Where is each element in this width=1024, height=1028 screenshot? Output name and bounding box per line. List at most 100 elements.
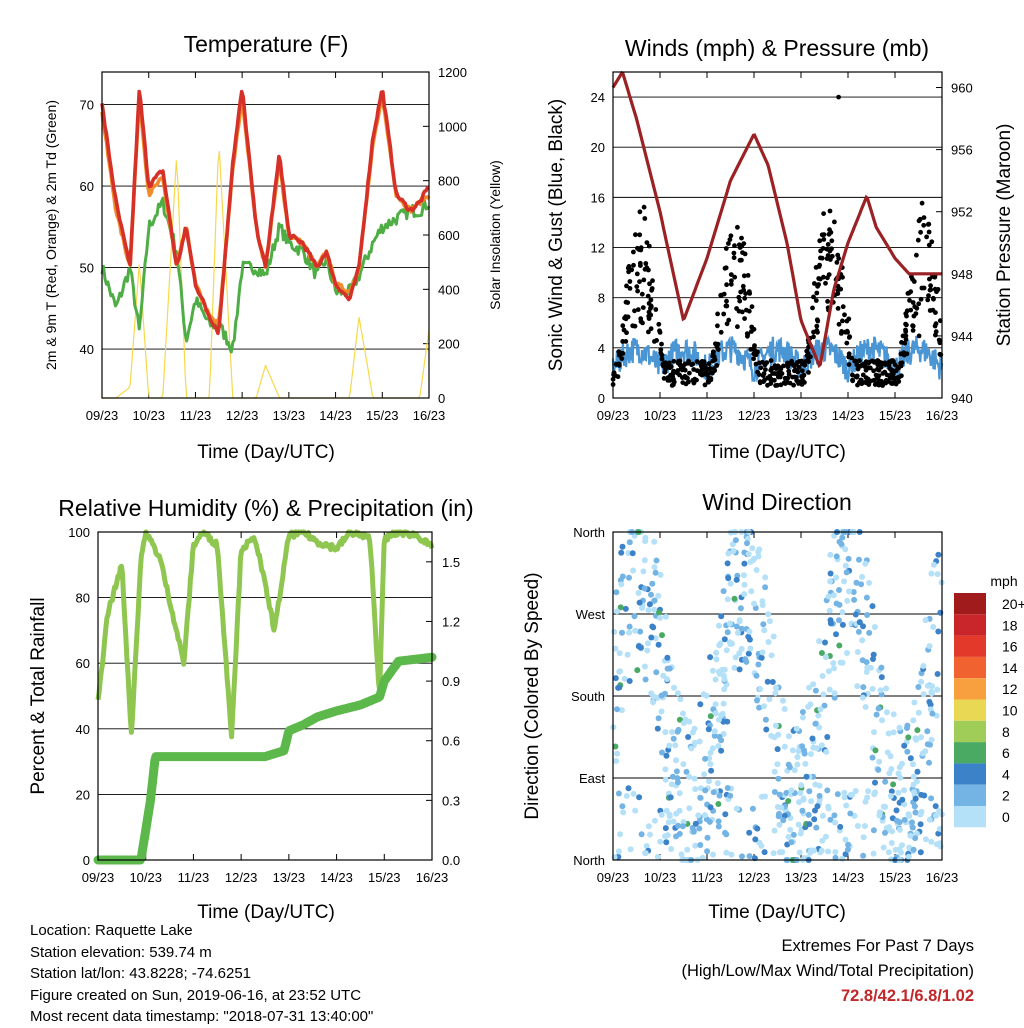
direction-point bbox=[721, 666, 728, 673]
direction-point bbox=[733, 623, 740, 630]
gust-point bbox=[778, 382, 784, 388]
direction-point bbox=[812, 687, 819, 694]
direction-point bbox=[616, 650, 623, 657]
direction-point bbox=[786, 764, 793, 771]
direction-point bbox=[643, 843, 650, 849]
gust-point bbox=[926, 242, 932, 248]
gust-point bbox=[644, 240, 650, 246]
direction-point bbox=[872, 779, 878, 786]
gust-point bbox=[700, 363, 706, 368]
gust-point bbox=[881, 380, 887, 386]
direction-point bbox=[680, 720, 687, 726]
direction-point bbox=[689, 824, 696, 831]
direction-point bbox=[801, 747, 807, 754]
direction-point bbox=[871, 729, 877, 736]
gust-point bbox=[925, 222, 931, 227]
direction-point bbox=[715, 823, 722, 830]
direction-point bbox=[619, 629, 625, 636]
direction-point bbox=[806, 684, 813, 691]
direction-point bbox=[807, 751, 814, 757]
panel1-xtick-label: 09/23 bbox=[86, 408, 119, 423]
gust-point bbox=[812, 281, 817, 286]
direction-point bbox=[904, 748, 911, 755]
gust-point bbox=[825, 275, 830, 281]
direction-point bbox=[888, 840, 895, 846]
direction-point bbox=[799, 714, 806, 721]
direction-point bbox=[651, 606, 658, 613]
gust-point bbox=[656, 321, 662, 327]
direction-point bbox=[651, 817, 658, 824]
direction-point bbox=[707, 654, 714, 661]
direction-point bbox=[795, 748, 802, 755]
panel1-y2tick-label: 800 bbox=[438, 174, 460, 189]
gust-point bbox=[849, 355, 855, 361]
direction-point bbox=[760, 621, 767, 628]
gust-point bbox=[937, 351, 943, 357]
gust-point bbox=[768, 358, 774, 363]
gust-point bbox=[685, 360, 691, 366]
panel1-y2tick-label: 0 bbox=[438, 391, 445, 406]
direction-point bbox=[772, 722, 779, 729]
direction-point bbox=[684, 846, 691, 853]
direction-point bbox=[912, 835, 919, 842]
direction-point bbox=[826, 686, 833, 693]
panel1-xtick-label: 14/23 bbox=[319, 408, 352, 423]
panel3-y2tick-label: 0.6 bbox=[442, 734, 460, 749]
direction-point bbox=[732, 654, 739, 661]
gust-point bbox=[818, 248, 823, 254]
gust-point bbox=[917, 216, 923, 222]
direction-point bbox=[844, 650, 850, 656]
direction-point bbox=[841, 789, 848, 796]
gust-point bbox=[789, 358, 794, 364]
gust-point bbox=[819, 255, 825, 261]
gust-point bbox=[931, 296, 936, 302]
direction-point bbox=[667, 794, 674, 801]
gust-point bbox=[882, 360, 888, 366]
direction-point bbox=[642, 850, 649, 857]
direction-point bbox=[716, 622, 722, 629]
direction-point bbox=[626, 574, 632, 581]
direction-point bbox=[905, 734, 912, 741]
direction-point bbox=[662, 776, 669, 783]
direction-point bbox=[761, 627, 768, 634]
panel3-xtick-label: 16/23 bbox=[416, 870, 449, 885]
gust-point bbox=[835, 252, 841, 258]
direction-point bbox=[617, 668, 623, 675]
legend-swatch bbox=[954, 806, 986, 828]
gust-point bbox=[827, 248, 833, 254]
panel2-xtick-label: 15/23 bbox=[879, 408, 912, 423]
direction-point bbox=[833, 600, 840, 607]
direction-point bbox=[659, 749, 665, 756]
gust-point bbox=[702, 382, 708, 388]
direction-point bbox=[826, 607, 833, 614]
direction-point bbox=[753, 567, 760, 573]
direction-point bbox=[831, 694, 838, 701]
gust-point bbox=[737, 257, 743, 263]
direction-point bbox=[720, 588, 727, 595]
legend-label: 6 bbox=[1002, 745, 1010, 761]
direction-point bbox=[864, 612, 871, 618]
direction-point bbox=[683, 768, 690, 775]
gust-point bbox=[799, 380, 804, 385]
direction-point bbox=[909, 819, 915, 826]
gust-point bbox=[735, 224, 740, 230]
direction-point bbox=[679, 823, 686, 830]
gust-point bbox=[699, 359, 705, 364]
direction-point bbox=[618, 581, 625, 588]
gust-point bbox=[724, 321, 730, 327]
direction-point bbox=[778, 804, 785, 811]
direction-point bbox=[827, 551, 834, 558]
gust-point bbox=[799, 368, 805, 374]
direction-point bbox=[765, 639, 772, 645]
direction-point bbox=[774, 746, 781, 753]
direction-point bbox=[926, 816, 933, 823]
direction-point bbox=[638, 831, 645, 838]
direction-point bbox=[658, 692, 665, 699]
direction-point bbox=[839, 659, 846, 666]
direction-point bbox=[712, 710, 719, 717]
direction-point bbox=[781, 743, 788, 750]
gust-point bbox=[857, 363, 863, 369]
direction-point bbox=[901, 816, 908, 823]
direction-point bbox=[653, 557, 660, 564]
direction-point bbox=[846, 588, 852, 595]
